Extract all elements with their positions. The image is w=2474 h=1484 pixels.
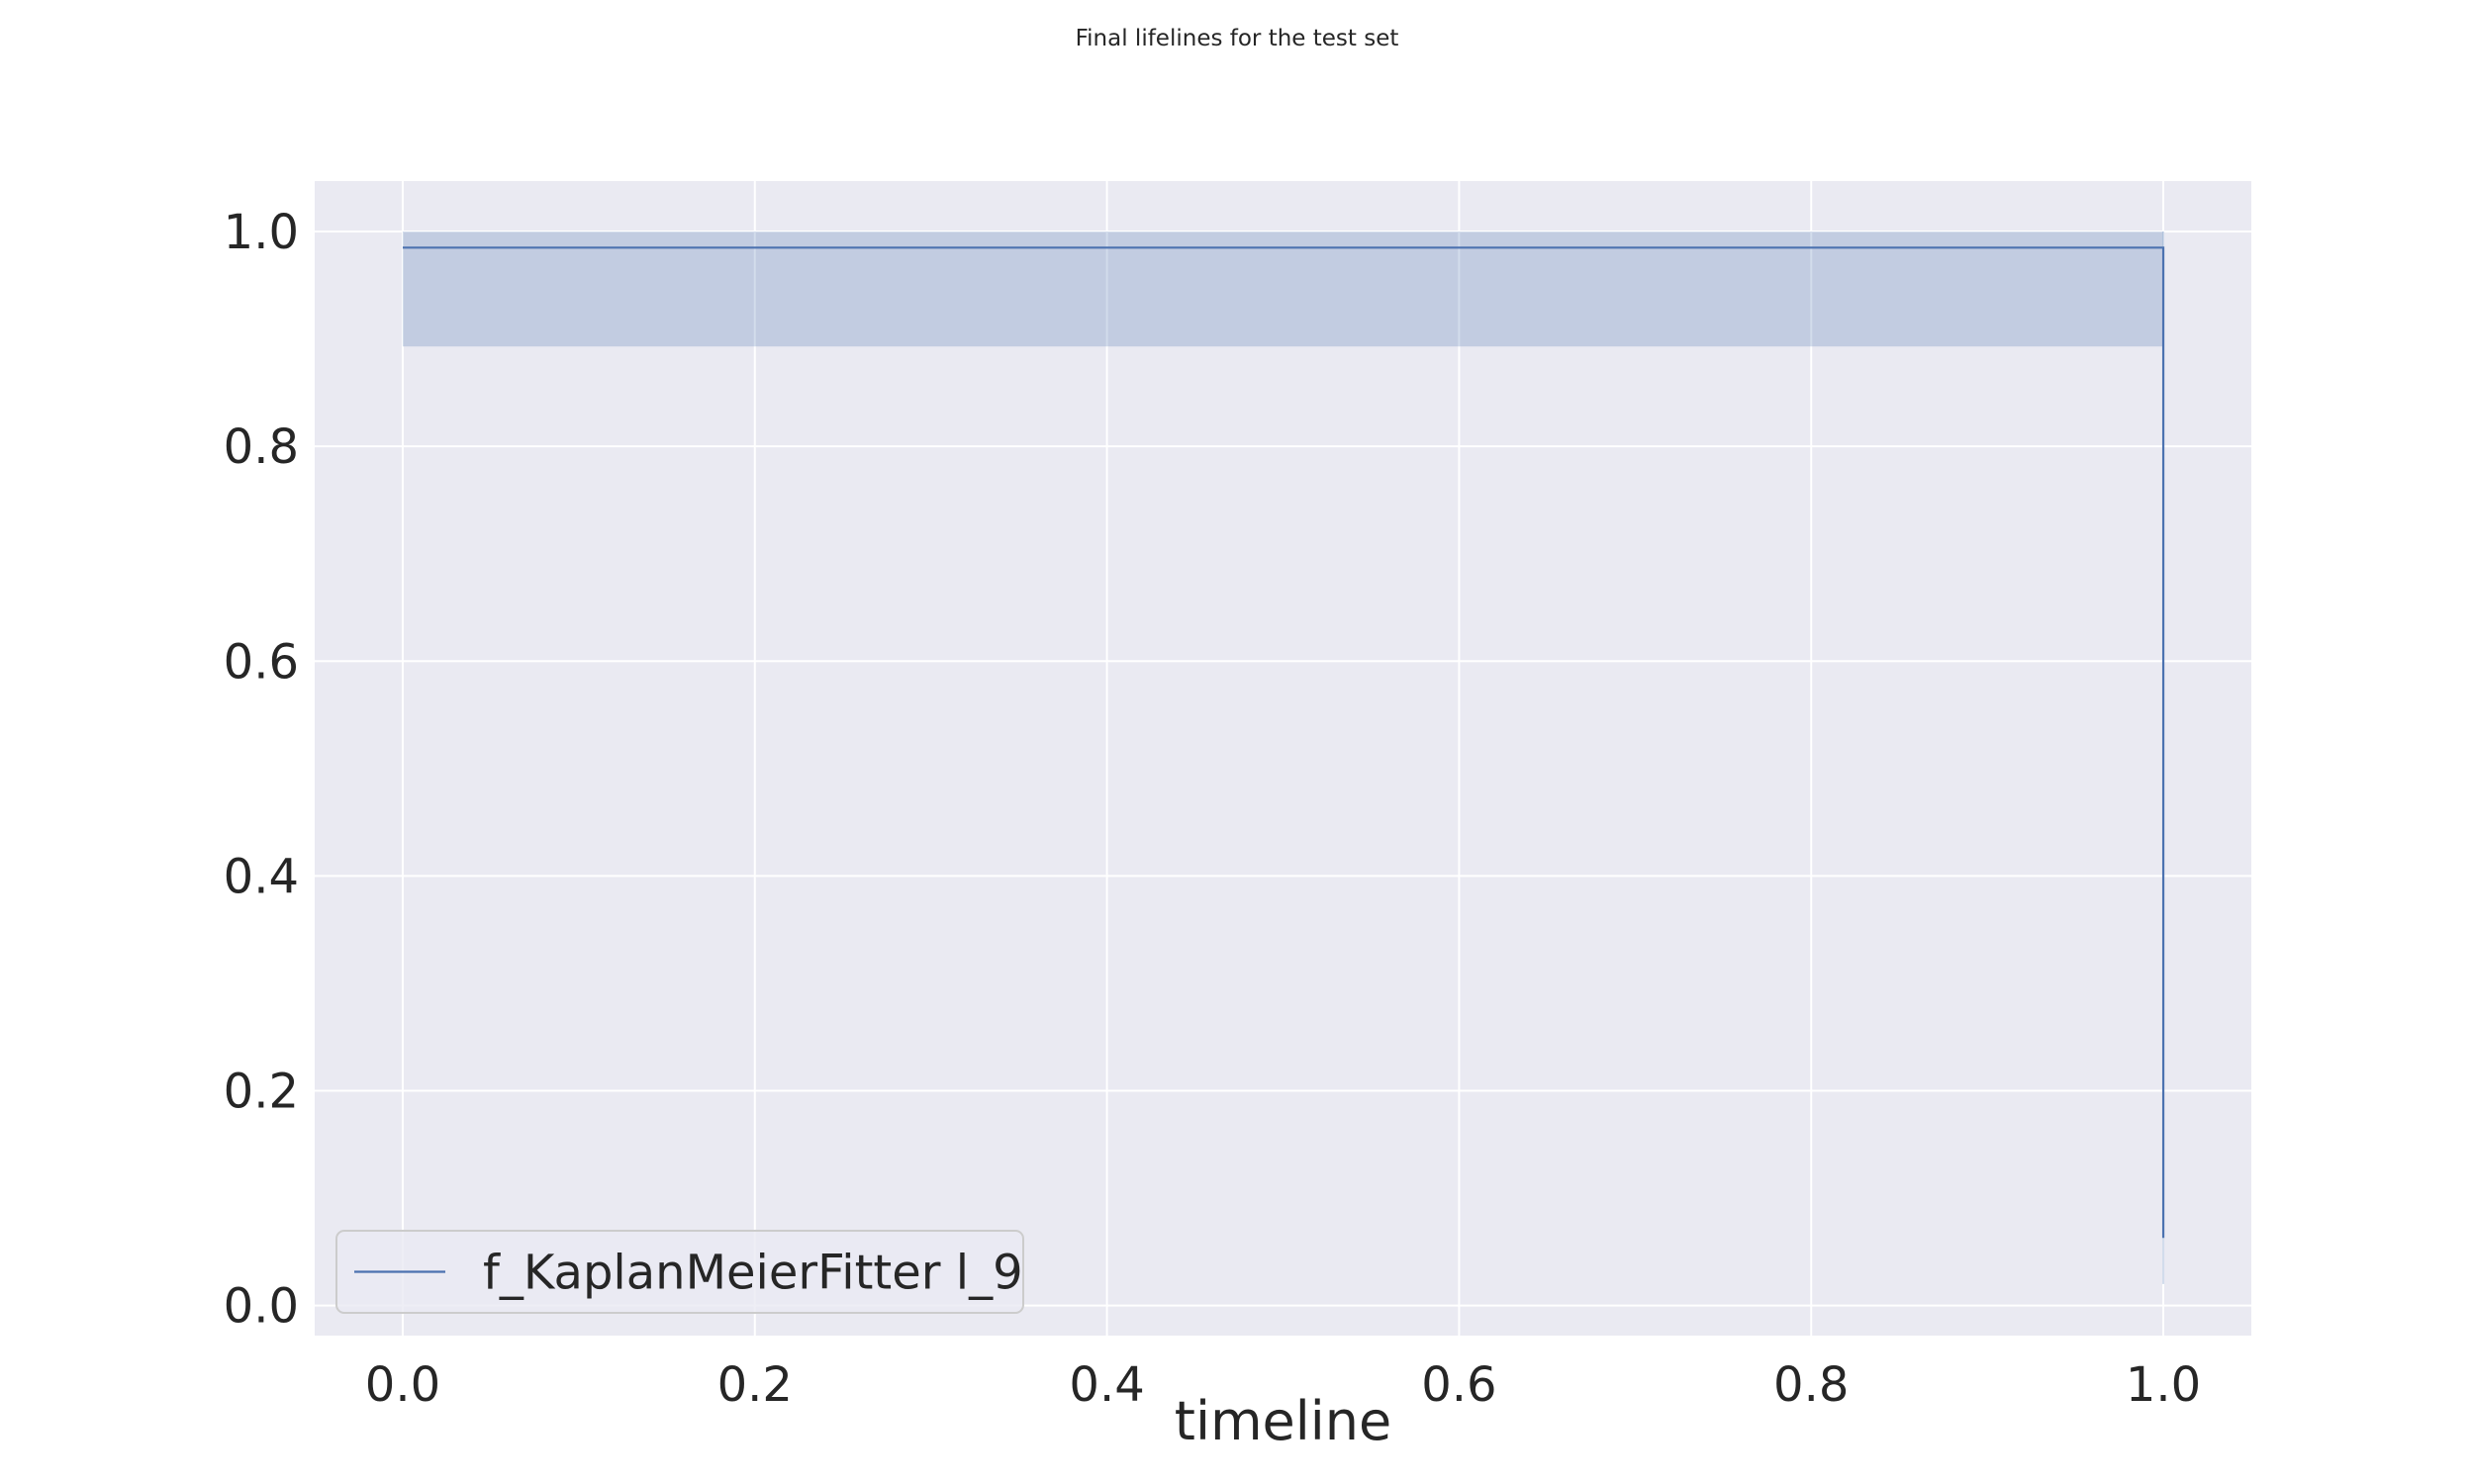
y-tick-label: 0.4 [224, 849, 299, 904]
legend-box [335, 1230, 1024, 1314]
y-tick-label: 0.8 [224, 419, 299, 475]
y-tick-label: 1.0 [224, 205, 299, 260]
x-tick-label: 0.4 [1069, 1357, 1144, 1413]
x-tick-label: 0.0 [365, 1357, 440, 1413]
legend-label: f_KaplanMeierFitter l_9 [483, 1246, 1023, 1301]
survival-line [402, 246, 2165, 1239]
y-tick-label: 0.2 [224, 1064, 299, 1119]
confidence-band [402, 232, 2164, 347]
legend: f_KaplanMeierFitter l_9 [335, 1230, 1024, 1314]
grid [315, 181, 2251, 1336]
x-tick-labels: 0.0 0.2 0.4 0.6 0.8 1.0 [365, 1357, 2201, 1413]
y-tick-label: 0.0 [224, 1279, 299, 1335]
plot-background [315, 181, 2251, 1336]
x-axis-label: timeline [1175, 1390, 1391, 1452]
y-tick-label: 0.6 [224, 634, 299, 690]
y-tick-labels: 0.0 0.2 0.4 0.6 0.8 1.0 [224, 205, 299, 1335]
chart-title: Final lifelines for the test set [1075, 26, 1399, 51]
x-tick-label: 0.2 [717, 1357, 793, 1413]
x-tick-label: 0.6 [1421, 1357, 1496, 1413]
x-tick-label: 1.0 [2126, 1357, 2201, 1413]
series-lines [402, 246, 2165, 1239]
x-tick-label: 0.8 [1773, 1357, 1849, 1413]
